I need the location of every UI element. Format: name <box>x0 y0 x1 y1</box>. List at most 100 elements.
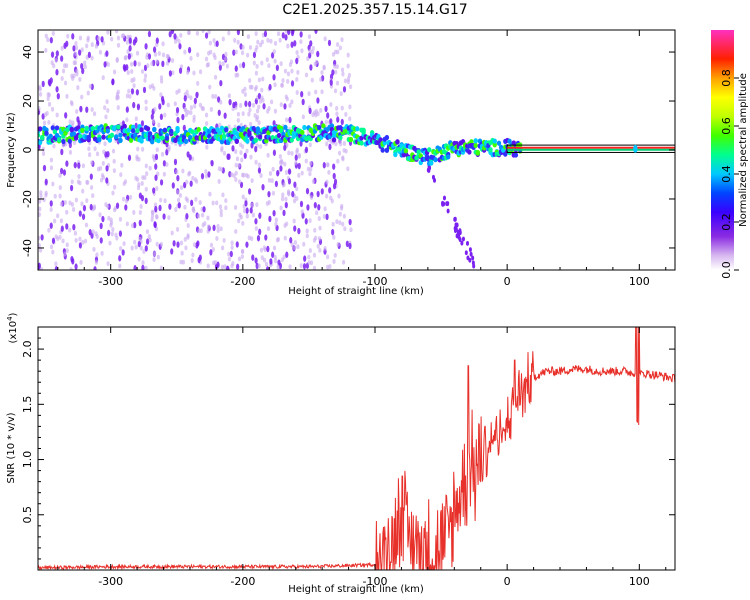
spectrogram-y-tick-label: 0 <box>21 147 34 154</box>
spectrogram-point <box>342 141 346 146</box>
spectrogram-ridge-point <box>496 140 502 146</box>
spectrogram-point <box>348 116 352 122</box>
spectrogram-point <box>285 96 289 102</box>
spectrogram-point <box>126 70 130 76</box>
spectrogram-point <box>65 248 69 253</box>
spectrogram-point <box>165 162 169 167</box>
spectrogram-point <box>236 117 240 123</box>
spectrogram-point <box>41 80 45 88</box>
spectrogram-point <box>181 259 186 265</box>
spectrogram-point <box>254 159 258 165</box>
spectrogram-point <box>249 154 253 160</box>
spectrogram-point <box>472 263 476 269</box>
spectrogram-point <box>331 69 335 76</box>
spectrogram-point <box>115 202 120 209</box>
spectrogram-point <box>147 30 152 38</box>
spectrogram-point <box>167 146 171 152</box>
spectrogram-point <box>274 217 278 223</box>
spectrogram-point <box>85 43 89 49</box>
spectrogram-point <box>138 210 142 215</box>
spectrogram-point <box>97 36 101 41</box>
spectrogram-point <box>240 254 244 260</box>
spectrogram-point <box>78 236 82 242</box>
spectrogram-point <box>56 236 60 242</box>
spectrogram-point <box>90 42 94 47</box>
spectrogram-ridge-point <box>384 147 390 153</box>
spectrogram-point <box>296 70 300 75</box>
spectrogram-point <box>264 234 268 241</box>
spectrogram-point <box>219 99 223 105</box>
spectrogram-ridge-point <box>359 140 364 146</box>
spectrogram-point <box>311 179 315 184</box>
spectrogram-point <box>137 256 141 262</box>
spectrogram-point <box>42 197 46 203</box>
spectrogram-point <box>146 63 150 69</box>
spectrogram-y-tick-label: -40 <box>21 239 34 257</box>
colorbar: 0.0 0.2 0.4 0.6 0.8 Normalized spectral ampl… <box>711 30 749 279</box>
spectrogram-ridge-point <box>348 136 354 143</box>
spectrogram-point <box>300 209 304 215</box>
spectrogram-point <box>267 177 272 183</box>
spectrogram-point <box>71 33 75 40</box>
spectrogram-point <box>152 257 156 263</box>
spectrogram-point <box>56 213 60 219</box>
spectrogram-point <box>119 246 123 251</box>
spectrogram-point <box>63 251 67 257</box>
spectrogram-ridge-point <box>71 131 77 137</box>
spectrogram-point <box>118 255 122 262</box>
spectrogram-ridge-point <box>300 129 305 136</box>
spectrogram-point <box>281 32 285 39</box>
spectrogram-point <box>147 234 151 239</box>
spectrogram-point <box>259 173 263 178</box>
spectrogram-point <box>191 175 195 181</box>
spectrogram-point <box>155 147 159 153</box>
spectrogram-point <box>103 61 107 68</box>
spectrogram-point <box>93 266 97 270</box>
chart-title: C2E1.2025.357.15.14.G17 <box>282 2 468 18</box>
spectrogram-point <box>69 100 74 105</box>
spectrogram-point <box>311 112 315 118</box>
spectrogram-point <box>65 63 69 69</box>
spectrogram-point <box>211 93 215 99</box>
spectrogram-point <box>179 185 184 191</box>
spectrogram-point <box>333 49 338 55</box>
spectrogram-point <box>340 37 344 43</box>
spectrogram-point <box>250 178 254 184</box>
spectrogram-point <box>279 158 284 164</box>
spectrogram-point <box>139 245 143 251</box>
spectrogram-point <box>62 169 67 176</box>
spectrogram-point <box>155 186 159 191</box>
spectrogram-point <box>461 236 465 242</box>
spectrogram-point <box>125 39 130 45</box>
spectrogram-point <box>464 250 468 256</box>
spectrogram-point <box>243 86 247 92</box>
spectrogram-point <box>217 109 221 116</box>
spectrogram-point <box>302 241 306 247</box>
spectrogram-point <box>296 244 300 250</box>
spectrogram-point <box>39 267 44 270</box>
spectrogram-point <box>308 142 312 148</box>
spectrogram-point <box>304 218 308 225</box>
spectrogram-point <box>87 146 91 152</box>
spectrogram-point <box>288 116 292 124</box>
spectrogram-point <box>49 200 53 207</box>
spectrogram-point <box>181 113 185 121</box>
spectrogram-point <box>77 174 81 179</box>
spectrogram-point <box>104 202 108 207</box>
spectrogram-point <box>248 100 252 108</box>
colorbar-tick-label: 0.0 <box>720 261 733 279</box>
spectrogram-point <box>229 250 233 258</box>
spectrogram-point <box>284 201 288 209</box>
spectrogram-point <box>341 221 345 227</box>
spectrogram-point <box>274 180 278 188</box>
spectrogram-point <box>65 209 69 215</box>
spectrogram-ridge-point <box>473 142 478 148</box>
spectrogram-point <box>442 195 446 201</box>
spectrogram-point <box>58 173 62 178</box>
spectrogram-point <box>55 50 59 57</box>
spectrogram-point <box>212 224 216 232</box>
spectrogram-ridge-point <box>84 125 89 131</box>
spectrogram-ridge-point <box>54 125 60 131</box>
spectrogram-point <box>254 84 258 90</box>
spectrogram-point <box>309 195 314 200</box>
